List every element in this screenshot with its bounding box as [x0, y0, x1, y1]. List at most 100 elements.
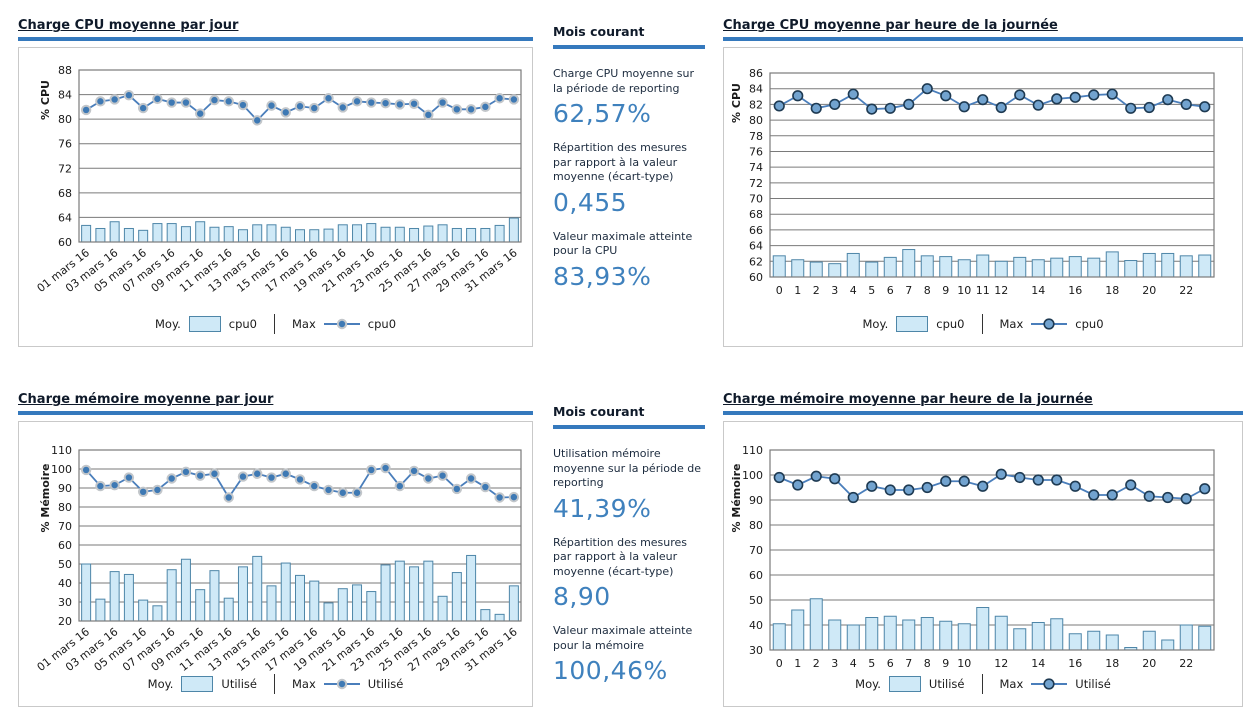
svg-text:% CPU: % CPU [730, 83, 743, 123]
svg-text:5: 5 [868, 657, 875, 670]
svg-text:68: 68 [749, 208, 763, 221]
stat-label: Répartition des mesures par rapport à la… [553, 141, 688, 184]
svg-text:0: 0 [776, 284, 783, 297]
svg-text:40: 40 [58, 577, 72, 590]
legend-bar-swatch-icon [896, 316, 929, 332]
legend-max-label: Max [292, 317, 316, 331]
svg-text:7: 7 [905, 284, 912, 297]
svg-text:16: 16 [1068, 657, 1082, 670]
svg-text:50: 50 [58, 558, 72, 571]
legend-moy-label: Moy. [862, 317, 889, 331]
stat-item: Charge CPU moyenne sur la période de rep… [553, 67, 705, 128]
svg-text:100: 100 [742, 469, 763, 482]
svg-text:76: 76 [749, 145, 763, 158]
svg-text:5: 5 [868, 284, 875, 297]
mem-hourly-panel: 30 40 50 60 70 80 90 100 110 0 1 2 3 4 5 6 7 8 9 10 12 14 16 18… [723, 421, 1243, 707]
svg-text:90: 90 [749, 494, 763, 507]
legend-separator [274, 314, 275, 334]
svg-text:30: 30 [58, 596, 72, 609]
svg-text:20: 20 [1142, 657, 1156, 670]
svg-text:12: 12 [994, 284, 1008, 297]
svg-text:80: 80 [58, 501, 72, 514]
svg-text:110: 110 [742, 444, 763, 457]
legend-moy-label: Moy. [154, 317, 181, 331]
svg-text:60: 60 [749, 271, 763, 284]
legend-separator [981, 314, 983, 334]
stat-label: Utilisation mémoire moyenne sur la pério… [553, 447, 702, 490]
svg-text:18: 18 [1105, 284, 1119, 297]
svg-text:100: 100 [51, 463, 72, 476]
legend-separator [274, 674, 275, 694]
svg-text:1: 1 [794, 657, 801, 670]
svg-text:86: 86 [749, 67, 763, 80]
mem-hourly-section: Charge mémoire moyenne par heure de la j… [723, 392, 1243, 707]
cpu-daily-panel: 60 64 68 72 76 80 84 88 01 mars 16 03 mars 16 05 m… [18, 47, 533, 347]
legend-max-label: Max [999, 317, 1024, 331]
svg-text:14: 14 [1031, 284, 1045, 297]
cpu-hourly-legend: Moy. cpu0 Max cpu0 [724, 314, 1242, 334]
legend-line-series-name: Utilisé [367, 677, 404, 691]
cpu-hourly-title: Charge CPU moyenne par heure de la journ… [723, 18, 1243, 41]
svg-text:84: 84 [749, 83, 763, 96]
legend-moy-label: Moy. [147, 677, 174, 691]
legend-line-series-name: cpu0 [1075, 317, 1104, 331]
svg-text:60: 60 [58, 236, 72, 249]
legend-line-series-name: cpu0 [367, 317, 397, 331]
svg-text:3: 3 [831, 284, 838, 297]
svg-text:40: 40 [749, 619, 763, 632]
stat-item: Valeur maximale atteinte pour la mémoire… [553, 624, 705, 685]
stat-label: Valeur maximale atteinte pour la CPU [553, 229, 693, 258]
legend-bar-swatch-icon [188, 316, 221, 332]
svg-text:78: 78 [749, 130, 763, 143]
svg-text:12: 12 [994, 657, 1008, 670]
svg-text:8: 8 [924, 284, 931, 297]
svg-text:64: 64 [749, 240, 763, 253]
mem-stats-title: Mois courant [553, 404, 705, 429]
svg-text:30: 30 [749, 644, 763, 657]
svg-text:88: 88 [58, 64, 72, 77]
legend-bar-series-name: cpu0 [228, 317, 257, 331]
svg-text:22: 22 [1179, 657, 1193, 670]
svg-text:% Mémoire: % Mémoire [730, 464, 743, 533]
mem-hourly-title: Charge mémoire moyenne par heure de la j… [723, 392, 1243, 415]
svg-text:6: 6 [887, 284, 894, 297]
mem-stats-section: Mois courant Utilisation mémoire moyenne… [553, 404, 705, 698]
svg-text:3: 3 [831, 657, 838, 670]
svg-text:62: 62 [749, 255, 763, 268]
svg-text:0: 0 [776, 657, 783, 670]
svg-text:80: 80 [749, 114, 763, 127]
svg-text:1: 1 [794, 284, 801, 297]
svg-text:20: 20 [1142, 284, 1156, 297]
svg-text:66: 66 [749, 224, 763, 237]
svg-text:80: 80 [58, 113, 72, 126]
cpu-hourly-panel: 60 62 64 66 68 70 72 74 76 78 80 82 84 86 0 1 2 3 4 5 6 7 8 9 10… [723, 47, 1243, 347]
svg-text:60: 60 [749, 569, 763, 582]
legend-separator [981, 674, 983, 694]
stat-value: 0,455 [553, 187, 628, 217]
svg-text:50: 50 [749, 594, 763, 607]
svg-text:16: 16 [1068, 284, 1082, 297]
svg-text:9: 9 [942, 284, 949, 297]
mem-daily-legend: Moy. Utilisé Max Utilisé [19, 674, 532, 694]
legend-bar-series-name: Utilisé [928, 677, 965, 691]
svg-text:22: 22 [1179, 284, 1193, 297]
legend-max-label: Max [999, 677, 1024, 691]
svg-text:84: 84 [58, 89, 72, 102]
svg-text:72: 72 [58, 162, 72, 175]
svg-text:90: 90 [58, 482, 72, 495]
svg-text:70: 70 [58, 520, 72, 533]
cpu-daily-section: Charge CPU moyenne par jour 60 64 68 72 76 80… [18, 18, 533, 347]
legend-bar-series-name: Utilisé [221, 677, 257, 691]
legend-line-marker-icon [323, 678, 360, 690]
svg-text:82: 82 [749, 98, 763, 111]
stat-value: 8,90 [553, 582, 611, 612]
legend-moy-label: Moy. [855, 677, 881, 691]
mem-daily-title: Charge mémoire moyenne par jour [18, 392, 533, 415]
svg-text:60: 60 [58, 539, 72, 552]
stat-value: 100,46% [553, 656, 668, 686]
cpu-hourly-section: Charge CPU moyenne par heure de la journ… [723, 18, 1243, 347]
stat-label: Valeur maximale atteinte pour la mémoire [553, 624, 693, 652]
